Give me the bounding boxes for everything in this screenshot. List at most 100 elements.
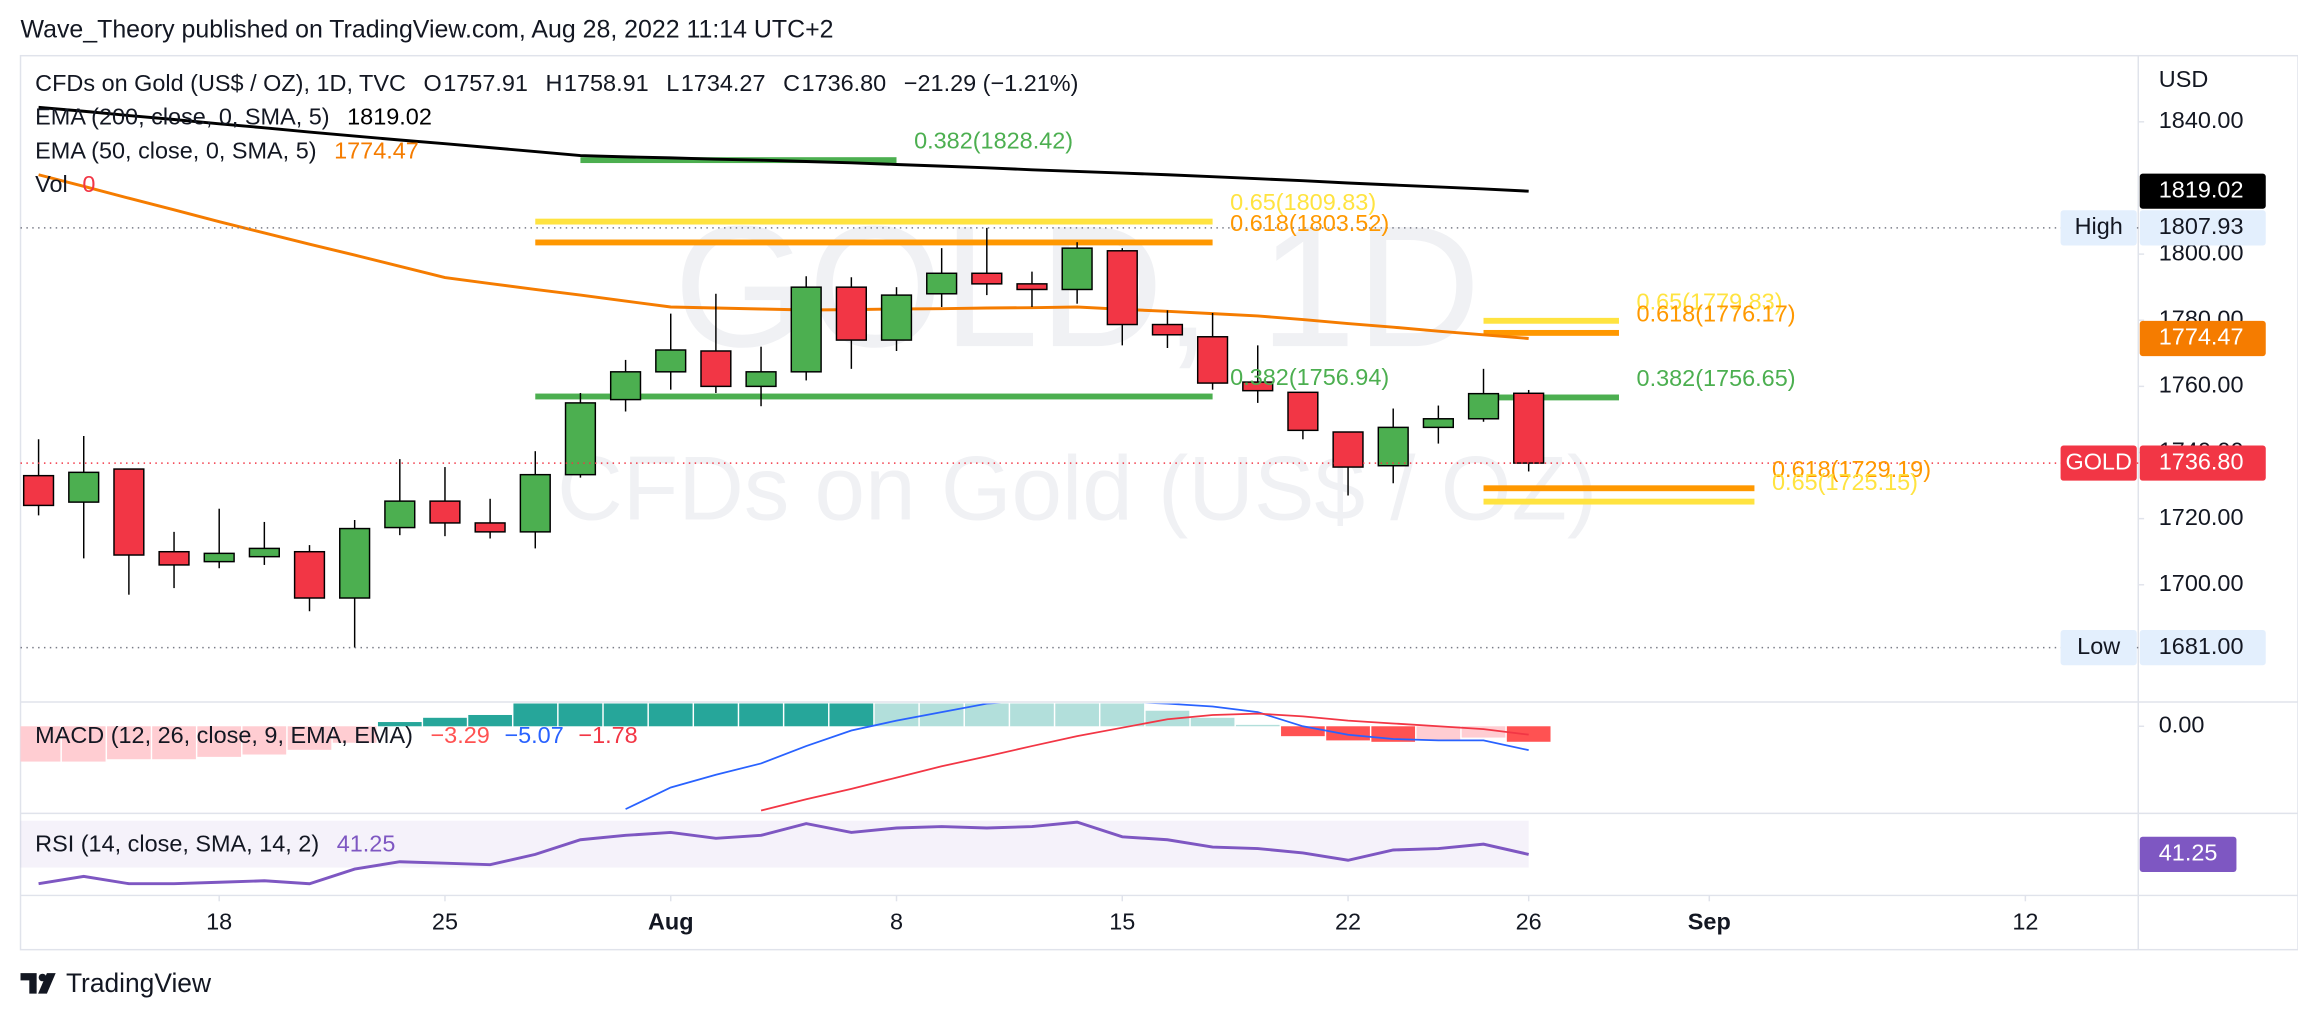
ema-badge-bg [2139, 173, 2266, 209]
x-tick-label: Sep [1688, 908, 1731, 934]
macd-histogram-bar [513, 703, 558, 727]
legend: CFDs on Gold (US$ / OZ), 1D, TVC O1757.91… [35, 70, 1078, 96]
ema-line [38, 105, 1529, 193]
logo-mark [38, 973, 56, 994]
fib-label: 0.65(1779.83) [1637, 288, 1783, 314]
macd-histogram-bar [107, 726, 151, 760]
macd-legend-macd: −5.07 [504, 722, 563, 748]
logo-text: TradingView [66, 968, 212, 998]
legend: MACD (12, 26, close, 9, EMA, EMA) −3.29 −5… [35, 722, 638, 748]
overlay: USD1840.001800.001780.001760.001740.0017… [20, 66, 2266, 934]
legend: EMA (50, close, 0, SMA, 5) 1774.47 [35, 138, 419, 164]
fib-label: 0.382(1828.42) [914, 128, 1073, 154]
fib-line [1483, 394, 1619, 401]
rsi-badge-label: 41.25 [2159, 840, 2218, 866]
rsi-badge-bg [2139, 836, 2237, 872]
legend-value: 1734.27 [681, 70, 766, 96]
price-badge-bg [2139, 210, 2266, 246]
fib-line [535, 393, 1213, 400]
legend-series-value: 1819.02 [347, 104, 432, 130]
legend: Vol 0 [35, 171, 95, 197]
candle-body [1467, 392, 1500, 420]
candle-body [835, 286, 867, 341]
macd-histogram-bar [784, 703, 829, 727]
candle-body [971, 272, 1003, 285]
legend-value: 1736.80 [802, 70, 887, 96]
candle-body [384, 500, 416, 529]
watermark: CFDs on Gold (US$ / OZ) [557, 438, 1597, 539]
legend-title: CFDs on Gold (US$ / OZ), 1D, TVC [35, 70, 406, 96]
fib-label: 0.618(1776.17) [1637, 301, 1796, 327]
candle-body [655, 349, 687, 373]
macd-line [625, 703, 1529, 810]
candle-body [519, 473, 551, 533]
close-badge-bg [2139, 445, 2266, 481]
candle-body [1377, 426, 1409, 467]
candle-body [293, 550, 326, 599]
price-badge-tag-bg [2060, 210, 2137, 246]
frame [19, 54, 2298, 951]
macd-legend-signal: −1.78 [578, 722, 637, 748]
fib-label: 0.618(1729.19) [1772, 456, 1931, 482]
legend-change: −21.29 (−1.21%) [904, 70, 1079, 96]
y-tick-label: 1760.00 [2159, 372, 2244, 398]
candle-body [700, 350, 732, 388]
fib-label: 0.618(1803.52) [1230, 210, 1389, 236]
macd-histogram-bar [648, 703, 693, 727]
macd-histogram-bar [287, 726, 332, 750]
fib-line [1483, 317, 1619, 324]
macd-histogram-bar [919, 703, 964, 727]
candle-body [1061, 247, 1093, 291]
macd-y-tick-label: 0.00 [2159, 711, 2205, 737]
header: Wave_Theory published on TradingView.com… [21, 15, 834, 43]
candle-body [474, 522, 506, 533]
macd-histogram-bar [423, 717, 467, 727]
close-badge-tag-bg [2060, 445, 2137, 481]
macd-histogram-bar [694, 703, 738, 727]
macd-histogram-bar [1235, 724, 1280, 727]
x-tick-label: 12 [2012, 908, 2038, 934]
logo-mark [20, 973, 37, 994]
macd-histogram-bar [1010, 703, 1054, 727]
macd-histogram-bar [964, 703, 1009, 727]
x-tick-label: 15 [1109, 908, 1135, 934]
macd-histogram-bar [829, 703, 874, 727]
x-tick-label: 22 [1335, 908, 1361, 934]
price-badge-label: 1807.93 [2159, 213, 2244, 239]
macd-histogram-bar [197, 726, 242, 757]
price-badge-tag: High [2075, 213, 2123, 239]
rsi-band [20, 820, 1529, 868]
candle-body [22, 474, 55, 507]
legend-volume-value: 0 [82, 171, 95, 197]
fib-line [1483, 498, 1755, 505]
macd-histogram-bar [377, 722, 422, 727]
candle-body [880, 294, 913, 341]
x-tick-label: 26 [1516, 908, 1542, 934]
x-tick-label: Aug [648, 908, 694, 934]
candle-body [1242, 381, 1274, 392]
y-axis-label: USD [2159, 66, 2208, 92]
candle-body [158, 550, 190, 566]
x-tick-label: 18 [206, 908, 232, 934]
rsi-line [38, 820, 1529, 886]
macd-histogram-bar [242, 726, 287, 755]
macd-histogram-bar [1281, 726, 1325, 737]
legend-key: L [666, 70, 679, 96]
y-tick-label: 1700.00 [2159, 570, 2244, 596]
fib-line [1483, 485, 1755, 492]
rsi-pane [20, 820, 1529, 886]
macd-histogram-bar [1326, 726, 1370, 741]
candle-body [1332, 431, 1364, 468]
close-badge-label: 1736.80 [2159, 448, 2244, 474]
fib-label: 0.382(1756.94) [1230, 364, 1389, 390]
rsi-legend-value: 41.25 [337, 831, 396, 857]
ema-badge-label: 1774.47 [2159, 324, 2244, 350]
macd-histogram-bar [152, 726, 196, 760]
candle-body [1106, 250, 1138, 326]
candle-body [248, 547, 280, 558]
fib-line [1483, 329, 1619, 336]
candle-body [1287, 391, 1319, 432]
